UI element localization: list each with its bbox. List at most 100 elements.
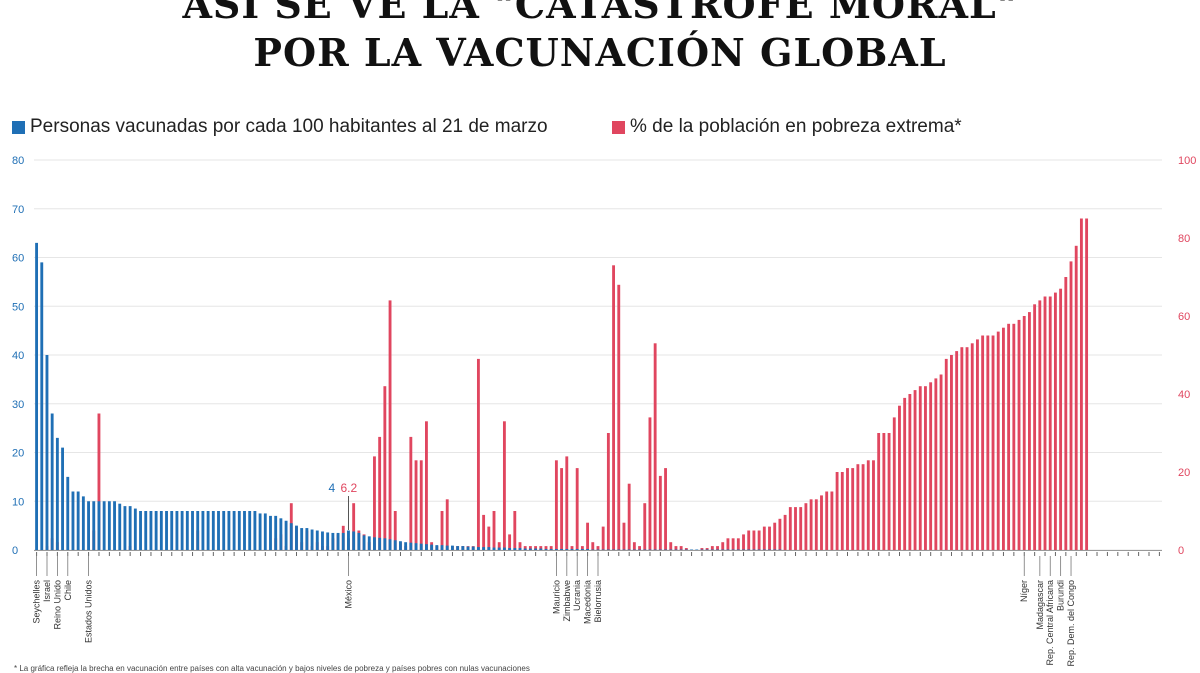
- bar-poverty: [476, 358, 480, 550]
- bar-poverty: [835, 472, 839, 550]
- bar-vaccinated: [107, 501, 111, 550]
- country-label: Níger: [1019, 580, 1029, 602]
- bar-vaccinated: [55, 437, 59, 550]
- bar-poverty: [970, 343, 974, 550]
- bar-vaccinated: [560, 549, 564, 550]
- bar-poverty: [1038, 300, 1042, 550]
- bar-poverty: [617, 284, 621, 550]
- bar-vaccinated: [300, 528, 304, 550]
- country-label: Mauricio: [551, 580, 561, 614]
- bar-poverty: [596, 546, 600, 550]
- bar-vaccinated: [383, 538, 387, 550]
- bar-poverty: [861, 464, 865, 550]
- country-label: Macedonia: [583, 580, 593, 624]
- bar-vaccinated: [347, 530, 350, 550]
- country-label: México: [343, 580, 353, 609]
- bar-poverty: [716, 546, 719, 550]
- bar-poverty: [757, 530, 761, 550]
- bar-vaccinated: [409, 542, 413, 550]
- bar-vaccinated: [253, 511, 257, 550]
- bar-vaccinated: [373, 537, 376, 550]
- bar-vaccinated: [258, 513, 262, 550]
- bar-vaccinated: [144, 511, 148, 550]
- bar-vaccinated: [295, 525, 298, 550]
- bar-poverty: [440, 511, 444, 550]
- right-axis-tick: 0: [1178, 545, 1184, 557]
- bar-poverty: [700, 548, 704, 550]
- legend-swatch-poverty: [612, 120, 625, 134]
- bar-vaccinated: [284, 520, 288, 550]
- bar-poverty: [1048, 296, 1052, 550]
- bar-vaccinated: [305, 528, 309, 550]
- left-axis-tick: 40: [12, 350, 24, 362]
- bar-poverty: [482, 514, 486, 550]
- bar-poverty: [1012, 323, 1016, 550]
- bar-vaccinated: [201, 511, 205, 550]
- bar-poverty: [866, 460, 870, 550]
- chart-title-line1: ASÍ SE VE LA "CATÁSTROFE MORAL": [182, 0, 1018, 27]
- bar-vaccinated: [336, 532, 340, 550]
- country-label: Israel: [42, 580, 52, 602]
- bar-vaccinated: [321, 531, 324, 550]
- bar-poverty: [892, 417, 896, 550]
- bar-vaccinated: [227, 511, 231, 550]
- bar-poverty: [674, 546, 678, 550]
- bar-poverty: [419, 460, 423, 550]
- bar-poverty: [976, 339, 979, 550]
- bar-vaccinated: [279, 518, 283, 550]
- bar-poverty: [549, 546, 553, 550]
- annotation-poverty: 6.2: [340, 481, 357, 495]
- bar-vaccinated: [461, 546, 465, 550]
- bar-poverty: [648, 417, 652, 550]
- bar-poverty: [721, 542, 725, 550]
- country-label: Ucrania: [572, 580, 582, 611]
- bar-vaccinated: [76, 491, 80, 550]
- bar-vaccinated: [191, 511, 194, 550]
- bar-poverty: [768, 526, 771, 550]
- bar-poverty: [1043, 296, 1047, 550]
- legend-swatch-vaccinated: [12, 120, 25, 134]
- bar-vaccinated: [352, 531, 356, 550]
- bar-vaccinated: [128, 506, 132, 550]
- bar-vaccinated: [518, 548, 522, 550]
- bar-vaccinated: [425, 544, 428, 550]
- bar-vaccinated: [487, 547, 491, 550]
- bar-poverty: [731, 538, 735, 550]
- bar-poverty: [1064, 277, 1068, 550]
- bar-poverty: [887, 433, 891, 550]
- bar-vaccinated: [482, 547, 486, 550]
- bar-poverty: [981, 335, 985, 550]
- bar-poverty: [1079, 218, 1083, 550]
- bar-poverty: [518, 542, 522, 550]
- bar-poverty: [825, 491, 829, 550]
- bar-vaccinated: [388, 539, 392, 550]
- bar-vaccinated: [539, 548, 543, 550]
- bar-vaccinated: [175, 511, 179, 550]
- legend-label-poverty: % de la población en pobreza extrema*: [630, 116, 962, 137]
- bar-poverty: [1053, 292, 1057, 550]
- bar-vaccinated: [139, 511, 142, 550]
- left-axis-tick: 20: [12, 448, 24, 460]
- bar-poverty: [570, 546, 574, 550]
- bar-poverty: [643, 503, 647, 550]
- bar-poverty: [783, 514, 787, 550]
- bar-vaccinated: [211, 511, 215, 550]
- left-axis-tick: 70: [12, 204, 24, 216]
- bar-poverty: [352, 503, 356, 550]
- bar-poverty: [492, 511, 496, 550]
- bar-poverty: [664, 468, 667, 550]
- bar-vaccinated: [513, 548, 517, 550]
- bar-vaccinated: [185, 511, 189, 550]
- bar-poverty: [658, 475, 662, 550]
- bar-vaccinated: [113, 501, 116, 550]
- legend-label-vaccinated: Personas vacunadas por cada 100 habitant…: [30, 116, 548, 137]
- bar-poverty: [794, 507, 797, 550]
- bar-poverty: [653, 343, 657, 550]
- bar-poverty: [632, 542, 636, 550]
- bar-poverty: [814, 499, 818, 550]
- bar-vaccinated: [149, 511, 153, 550]
- bar-poverty: [882, 433, 886, 550]
- bar-poverty: [913, 390, 917, 550]
- bar-poverty: [487, 526, 491, 550]
